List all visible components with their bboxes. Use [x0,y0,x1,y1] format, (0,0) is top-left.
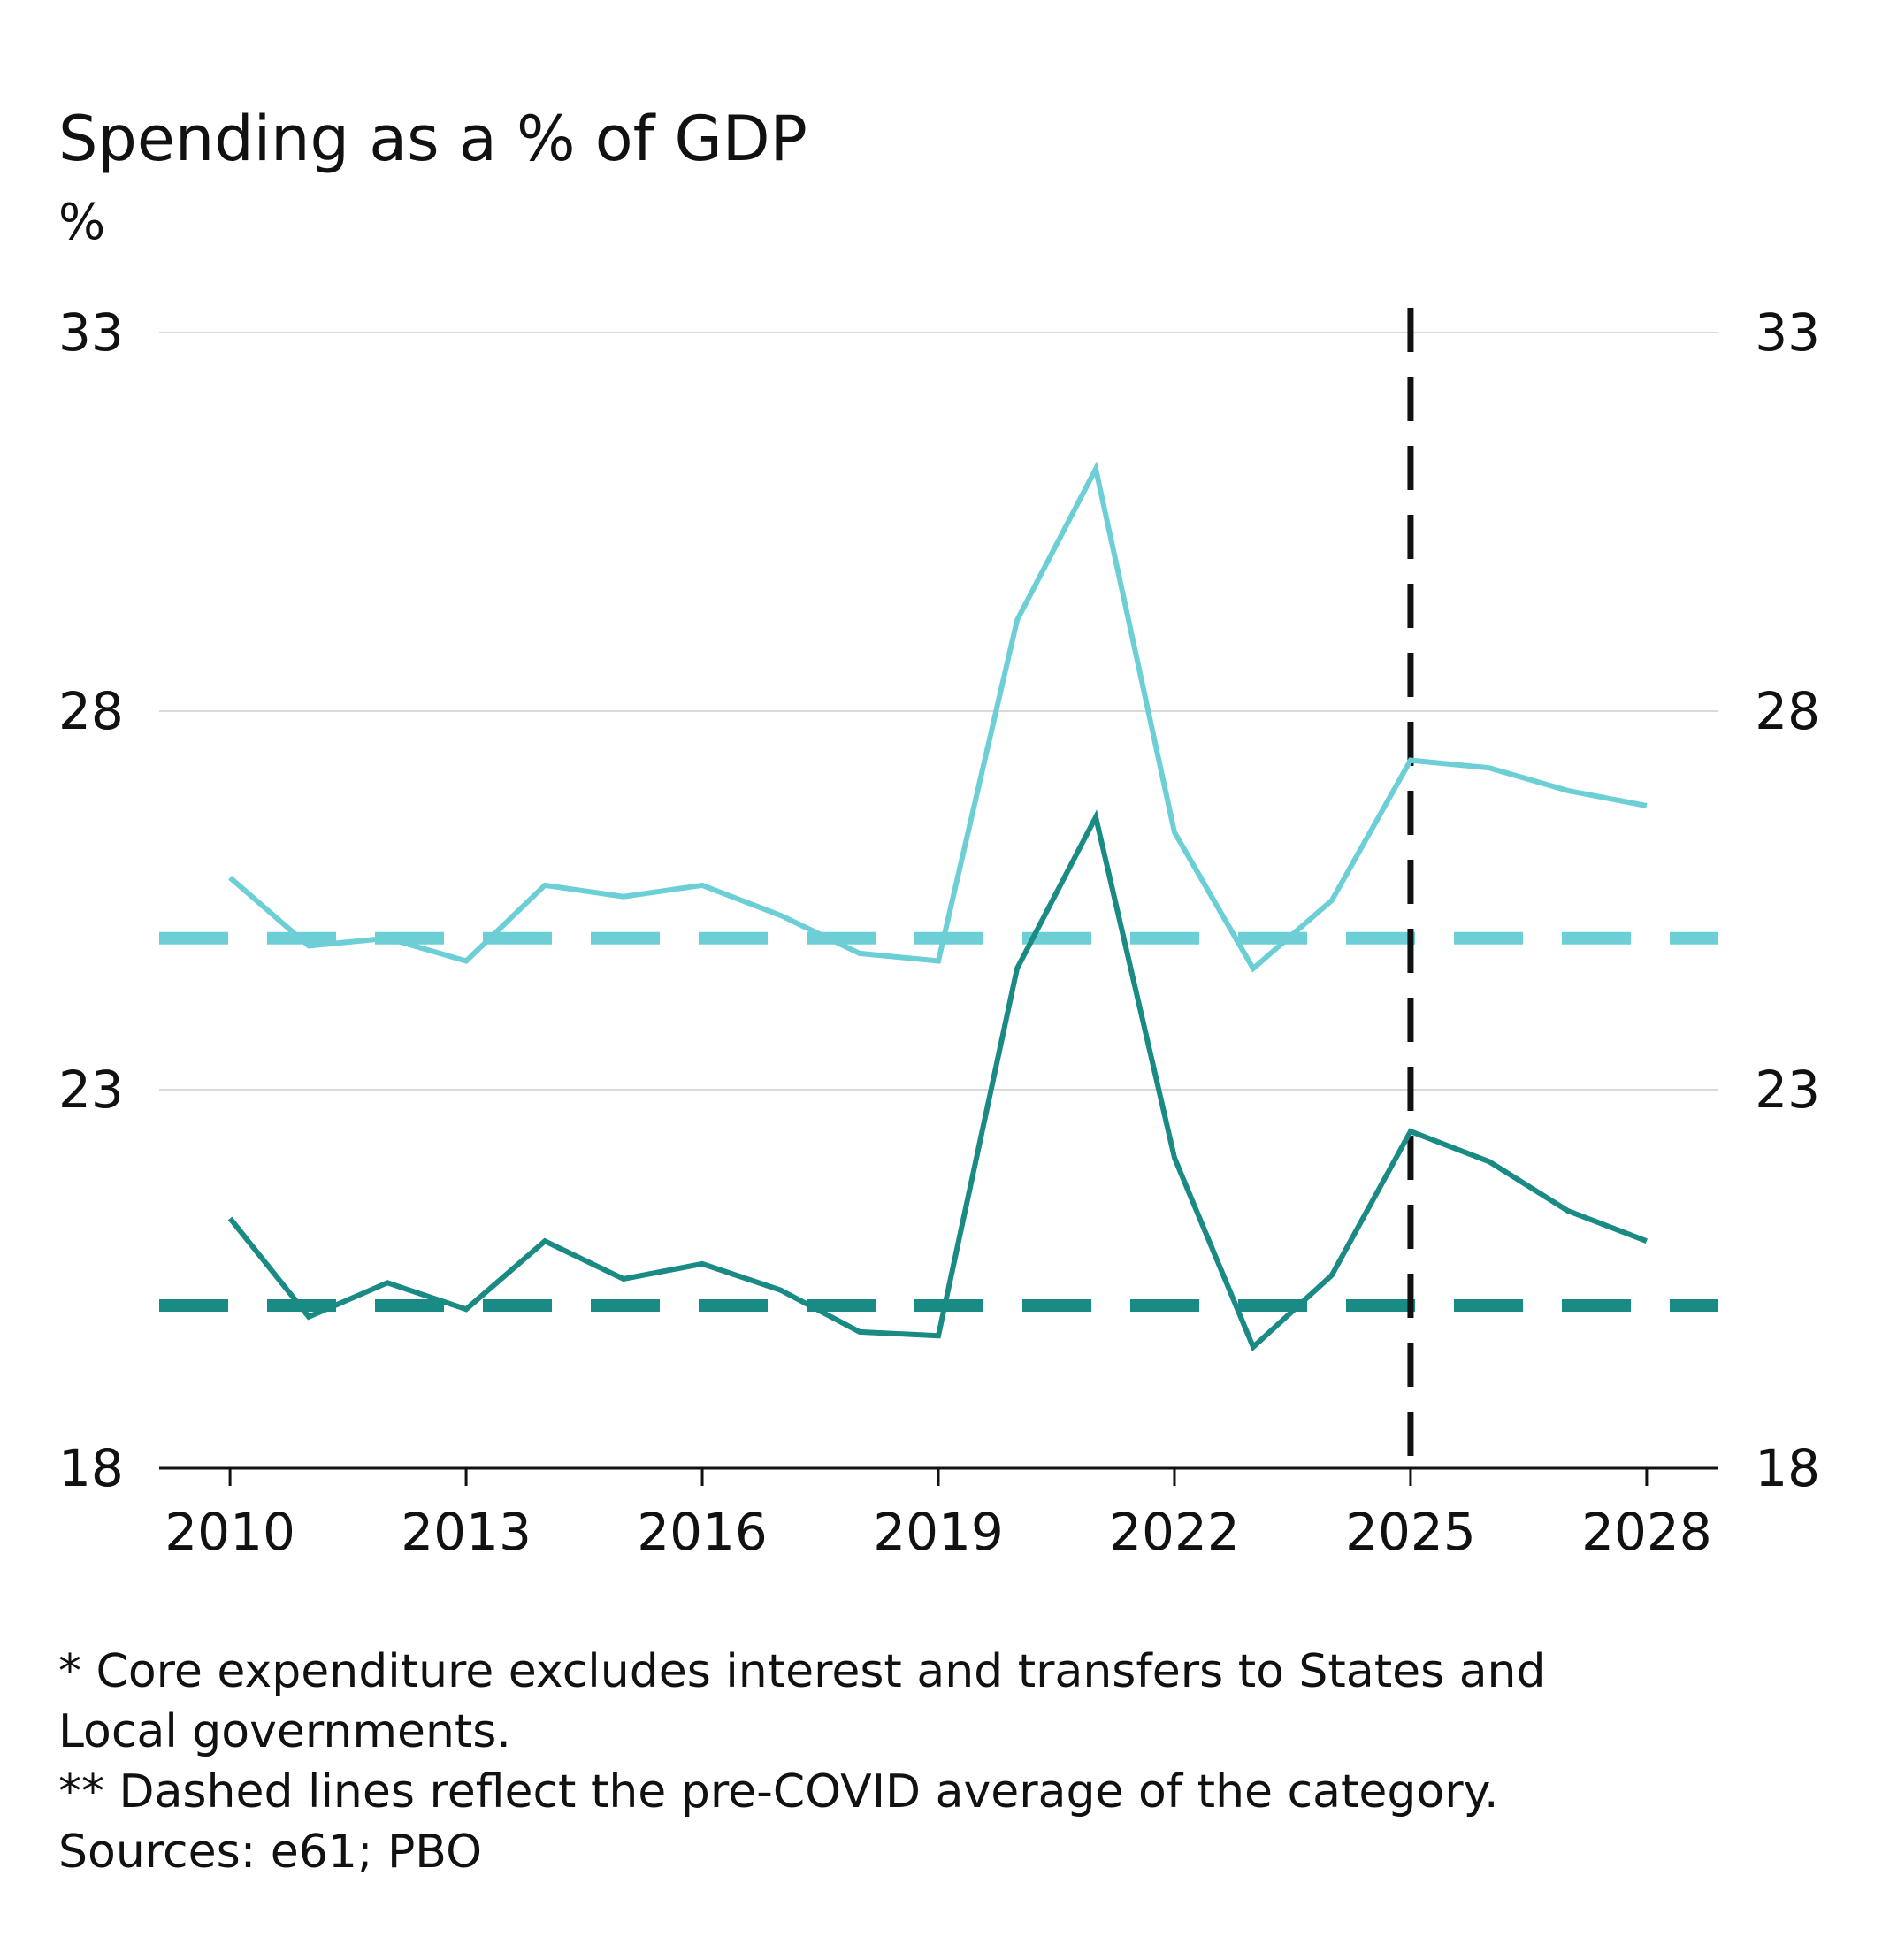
x-tick-label-2010: 2010 [164,1502,295,1562]
gridlines [159,332,1718,1091]
axes [159,1466,1718,1486]
x-tick-label-2013: 2013 [401,1502,532,1562]
chart-title: Spending as a % of GDP [58,103,807,175]
x-tick-label-2028: 2028 [1581,1502,1712,1562]
x-tick-label-2025: 2025 [1345,1502,1476,1562]
x-tick-label-2019: 2019 [873,1502,1004,1562]
tick-labels: 2010 2013 2016 2019 2022 2025 2028 18 18 23 23 28 28… [58,302,1820,1562]
series-line-2 [227,809,1648,1352]
y-tick-label-right-23: 23 [1755,1060,1820,1120]
series-line-1 [228,461,1648,973]
y-tick-label-left-18: 18 [58,1438,124,1498]
x-tick-label-2022: 2022 [1109,1502,1240,1562]
note-core-expenditure: * Core expenditure excludes interest and… [58,1645,1546,1698]
y-tick-label-left-33: 33 [58,302,124,363]
y-tick-label-right-33: 33 [1755,302,1820,363]
series-lines [227,461,1648,1352]
reference-lines [159,308,1718,1474]
y-tick-label-left-28: 28 [58,681,124,741]
y-axis-unit: % [58,194,106,251]
chart-notes: * Core expenditure excludes interest and… [58,1642,1809,1882]
y-tick-label-right-28: 28 [1755,681,1820,741]
x-tick-label-2016: 2016 [637,1502,768,1562]
y-tick-label-left-23: 23 [58,1060,124,1120]
y-tick-label-right-18: 18 [1755,1438,1820,1498]
note-dashed-lines: ** Dashed lines reflect the pre-COVID av… [58,1765,1499,1818]
sources-note: Sources: e61; PBO [58,1826,482,1879]
note-core-expenditure-continued: Local governments. [58,1705,511,1758]
